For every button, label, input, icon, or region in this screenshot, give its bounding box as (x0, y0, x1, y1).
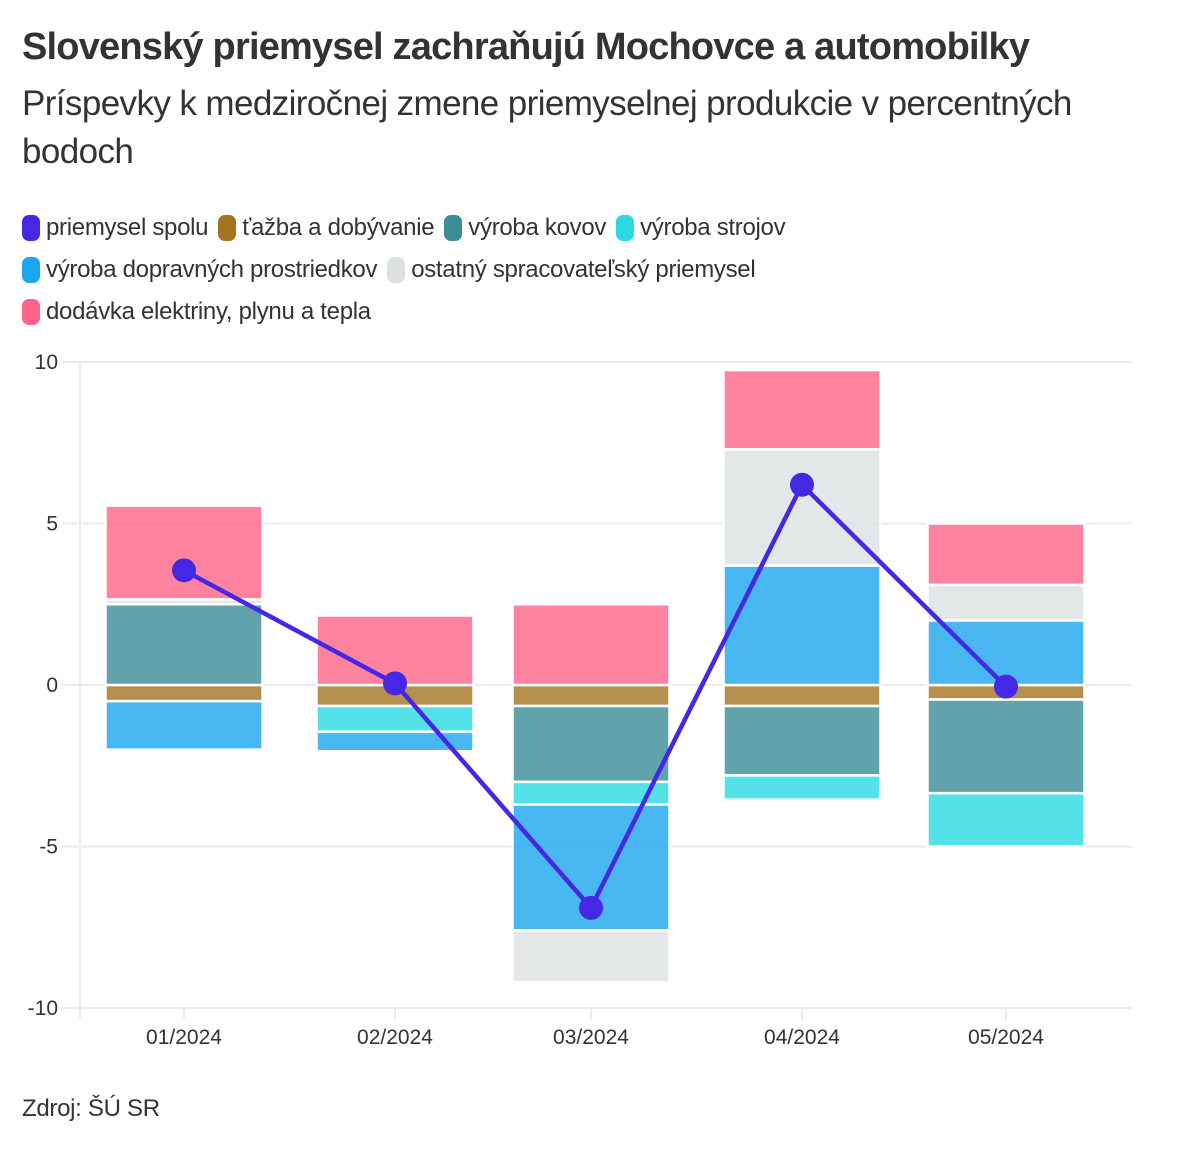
bar-segment-vyroba-dopravnych-prostriedkov[interactable] (315, 730, 475, 753)
legend-label: výroba kovov (468, 214, 607, 241)
bar-stack-05-2024 (926, 522, 1086, 848)
bar-segment-vyroba-kovov[interactable] (104, 603, 264, 687)
legend-label: ostatný spracovateľský priemysel (411, 256, 756, 283)
legend-label: priemysel spolu (46, 214, 209, 241)
bar-segment-vyroba-strojov[interactable] (722, 774, 882, 801)
legend-swatch (387, 257, 406, 283)
bar-segment-ostatny-spracovatelsky-priemysel[interactable] (511, 929, 671, 984)
bar-segment-dodavka-elektriny-plynu-a-tepla[interactable] (926, 522, 1086, 587)
legend-swatch (616, 215, 635, 241)
legend-item-vyroba-strojov[interactable]: výroba strojov (616, 210, 786, 246)
bar-segment-vyroba-dopravnych-prostriedkov[interactable] (722, 564, 882, 687)
bar-segment-dodavka-elektriny-plynu-a-tepla[interactable] (104, 504, 264, 601)
bar-segment-tazba-a-dobyvanie[interactable] (104, 683, 264, 703)
legend-swatch (218, 215, 237, 241)
bar-segment-ostatny-spracovatelsky-priemysel[interactable] (722, 447, 882, 567)
chart: 10 5 0 -5 -10 01/2024 02/2024 03/2024 04/2024 05/… (28, 351, 1132, 1049)
legend-item-vyroba-kovov[interactable]: výroba kovov (444, 210, 606, 246)
legend-swatch (22, 215, 40, 241)
x-tick-label: 04/2024 (764, 1026, 840, 1049)
bar-segment-vyroba-kovov[interactable] (722, 704, 882, 777)
legend-item-vyroba-dopravnych-prostriedkov[interactable]: výroba dopravných prostriedkov (22, 252, 377, 288)
chart-title: Slovenský priemysel zachraňujú Mochovce … (22, 26, 1030, 68)
x-tick-label: 01/2024 (146, 1026, 222, 1049)
x-tick-label: 05/2024 (968, 1026, 1044, 1049)
y-tick-label: -10 (28, 997, 58, 1020)
legend-label: ťažba a dobývanie (242, 214, 435, 241)
legend-item-priemysel-spolu[interactable]: priemysel spolu (22, 210, 209, 246)
bar-segment-vyroba-kovov[interactable] (926, 698, 1086, 795)
bar-segment-vyroba-dopravnych-prostriedkov[interactable] (926, 619, 1086, 687)
legend-label: výroba strojov (640, 214, 786, 241)
bar-segment-tazba-a-dobyvanie[interactable] (722, 683, 882, 708)
y-tick-label: 10 (35, 351, 58, 374)
bar-segment-tazba-a-dobyvanie[interactable] (511, 683, 671, 708)
legend-label: výroba dopravných prostriedkov (46, 256, 378, 283)
bar-segment-vyroba-kovov[interactable] (511, 704, 671, 784)
x-tick-label: 03/2024 (553, 1026, 629, 1049)
legend-item-tazba-a-dobyvanie[interactable]: ťažba a dobývanie (218, 210, 435, 246)
y-tick-label: 0 (46, 674, 58, 697)
line-point-05-2024[interactable] (994, 674, 1018, 699)
bar-segment-vyroba-strojov[interactable] (315, 704, 475, 734)
chart-subtitle: Príspevky k medziročnej zmene priemyseln… (22, 84, 1072, 171)
y-tick-label: -5 (39, 836, 58, 859)
legend-item-ostatny-spracovatelsky-priemysel[interactable]: ostatný spracovateľský priemysel (387, 252, 756, 288)
y-tick-label: 5 (46, 513, 58, 536)
legend: priemysel spolu ťažba a dobývanie výroba k… (22, 210, 1172, 336)
legend-label: dodávka elektriny, plynu a tepla (46, 298, 371, 325)
legend-swatch (22, 257, 40, 283)
bar-segment-ostatny-spracovatelsky-priemysel[interactable] (926, 583, 1086, 622)
bar-segment-dodavka-elektriny-plynu-a-tepla[interactable] (511, 603, 671, 687)
line-point-04-2024[interactable] (790, 472, 814, 497)
line-point-01-2024[interactable] (172, 558, 196, 583)
bar-segment-vyroba-dopravnych-prostriedkov[interactable] (104, 699, 264, 751)
line-point-03-2024[interactable] (579, 895, 603, 920)
bar-stack-01-2024 (104, 504, 264, 751)
bar-segment-dodavka-elektriny-plynu-a-tepla[interactable] (722, 368, 882, 451)
legend-item-dodavka-elektriny-plynu-a-tepla[interactable]: dodávka elektriny, plynu a tepla (22, 294, 371, 330)
legend-swatch (444, 215, 463, 241)
x-tick-label: 02/2024 (357, 1026, 433, 1049)
legend-swatch (22, 299, 40, 325)
line-point-02-2024[interactable] (383, 671, 407, 696)
bar-segment-vyroba-strojov[interactable] (926, 791, 1086, 848)
bar-stack-04-2024 (722, 368, 882, 801)
source-note: Zdroj: ŠÚ SR (22, 1095, 160, 1122)
